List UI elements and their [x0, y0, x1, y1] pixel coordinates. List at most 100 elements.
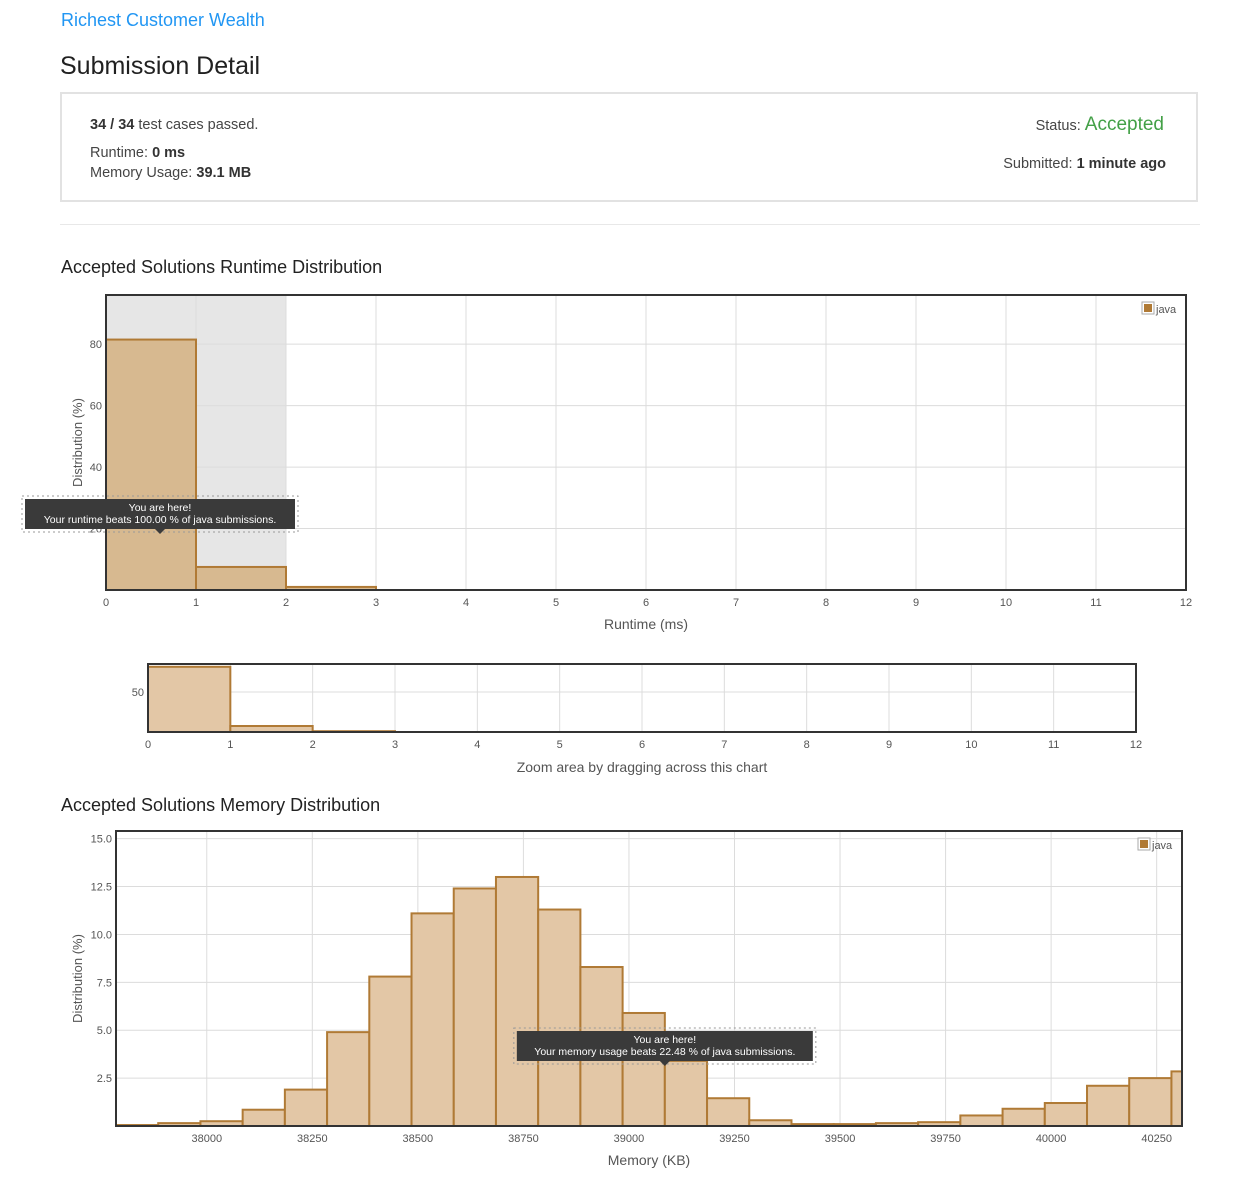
x-tick-label: 9	[886, 739, 892, 751]
x-tick-label: 2	[283, 597, 289, 609]
y-axis-label: Distribution (%)	[70, 398, 85, 487]
x-tick-label: 11	[1048, 739, 1059, 751]
submitted-value: 1 minute ago	[1076, 156, 1166, 172]
test-cases-line: 34 / 34 test cases passed.	[90, 117, 258, 133]
tooltip-title: You are here!	[129, 502, 192, 514]
legend-label-java: java	[1155, 304, 1177, 316]
test-cases-count: 34 / 34	[90, 117, 135, 133]
submitted-label: Submitted:	[1003, 156, 1077, 172]
x-tick-label: 7	[721, 739, 727, 751]
status-badge: Accepted	[1084, 114, 1164, 135]
distribution-bar	[326, 1031, 371, 1128]
tooltip-box	[25, 499, 295, 529]
runtime-line: Runtime: 0 ms	[90, 145, 185, 161]
x-tick-label: 40000	[1036, 1133, 1067, 1145]
y-axis-label: Distribution (%)	[70, 934, 85, 1023]
x-tick-label: 3	[373, 597, 379, 609]
tooltip-pointer	[155, 529, 165, 534]
divider	[60, 224, 1200, 225]
distribution-bar	[147, 665, 232, 733]
y-tick-label: 15.0	[91, 834, 112, 846]
distribution-bar	[195, 565, 287, 591]
x-tick-label: 1	[193, 597, 199, 609]
x-tick-label: 5	[557, 739, 563, 751]
x-tick-label: 2	[310, 739, 316, 751]
y-tick-label: 40	[90, 462, 102, 474]
x-tick-label: 38250	[297, 1133, 328, 1145]
distribution-bar	[241, 1108, 286, 1127]
distribution-bar	[410, 912, 455, 1127]
tooltip-box	[516, 1031, 813, 1061]
y-tick-label: 2.5	[97, 1073, 112, 1085]
x-axis-label: Memory (KB)	[608, 1152, 690, 1168]
x-tick-label: 6	[643, 597, 649, 609]
distribution-bar	[452, 887, 497, 1127]
y-tick-label: 7.5	[97, 977, 112, 989]
x-tick-label: 8	[804, 739, 810, 751]
distribution-bar	[1043, 1102, 1089, 1128]
x-tick-label: 11	[1090, 597, 1101, 609]
x-tick-label: 8	[823, 597, 829, 609]
breadcrumb-problem-link[interactable]: Richest Customer Wealth	[61, 10, 265, 30]
x-tick-label: 1	[227, 739, 233, 751]
x-tick-label: 39000	[614, 1133, 645, 1145]
distribution-bar	[959, 1114, 1004, 1128]
distribution-bar	[1128, 1077, 1173, 1127]
tooltip-pointer	[659, 1061, 670, 1066]
distribution-bar	[663, 1059, 709, 1127]
x-tick-label: 5	[553, 597, 559, 609]
distribution-bar	[621, 1011, 666, 1127]
memory-label: Memory Usage:	[90, 165, 197, 181]
distribution-bar	[105, 338, 197, 591]
distribution-bar	[368, 975, 413, 1127]
you-are-here-tooltip: You are here!Your memory usage beats 22.…	[513, 1027, 817, 1066]
runtime-value: 0 ms	[152, 145, 186, 161]
x-tick-label: 39500	[825, 1133, 856, 1145]
x-tick-label: 38500	[403, 1133, 434, 1145]
tooltip-title: You are here!	[633, 1034, 696, 1046]
plot-border	[147, 663, 1137, 733]
x-tick-label: 12	[1180, 597, 1192, 609]
memory-distribution-chart[interactable]: 38000 38250 38500 38750 39000 39250 39500 39750…	[0, 820, 1238, 1180]
test-cases-suffix: test cases passed.	[134, 117, 259, 133]
memory-line: Memory Usage: 39.1 MB	[90, 165, 251, 181]
tooltip-message: Your memory usage beats 22.48 % of java …	[534, 1046, 795, 1058]
page-title: Submission Detail	[60, 52, 261, 80]
memory-value: 39.1 MB	[196, 165, 252, 181]
distribution-bar	[1170, 1070, 1184, 1127]
y-tick-label: 5.0	[97, 1025, 112, 1037]
x-tick-label: 39250	[719, 1133, 750, 1145]
distribution-bar	[706, 1097, 751, 1128]
y-tick-label: 10.0	[91, 929, 112, 941]
x-tick-label: 12	[1130, 739, 1142, 751]
x-tick-label: 3	[392, 739, 398, 751]
legend-label-java: java	[1151, 840, 1173, 852]
you-are-here-tooltip: You are here!Your runtime beats 100.00 %…	[21, 495, 299, 534]
x-tick-label: 7	[733, 597, 739, 609]
plot-border	[115, 830, 1183, 1127]
distribution-bar	[1001, 1107, 1046, 1127]
x-tick-label: 0	[103, 597, 109, 609]
distribution-bar	[494, 875, 540, 1127]
plot-border	[105, 294, 1187, 591]
x-tick-label: 40250	[1141, 1133, 1172, 1145]
tooltip-outline	[513, 1027, 817, 1065]
x-axis-label: Runtime (ms)	[604, 616, 688, 632]
x-tick-label: 4	[474, 739, 480, 751]
submitted-line: Submitted: 1 minute ago	[1003, 156, 1166, 172]
x-axis-label: Zoom area by dragging across this chart	[517, 759, 768, 775]
y-tick-label: 80	[90, 339, 102, 351]
legend-swatch	[1140, 840, 1148, 848]
x-tick-label: 38750	[508, 1133, 539, 1145]
submission-summary-panel: 34 / 34 test cases passed. Runtime: 0 ms…	[60, 92, 1198, 202]
distribution-bar	[537, 908, 582, 1128]
x-tick-label: 0	[145, 739, 151, 751]
runtime-section-title: Accepted Solutions Runtime Distribution	[61, 257, 383, 277]
x-tick-label: 4	[463, 597, 469, 609]
x-tick-label: 39750	[930, 1133, 961, 1145]
memory-section-title: Accepted Solutions Memory Distribution	[61, 795, 381, 815]
y-tick-label: 60	[90, 401, 102, 413]
y-tick-label: 50	[132, 687, 144, 699]
